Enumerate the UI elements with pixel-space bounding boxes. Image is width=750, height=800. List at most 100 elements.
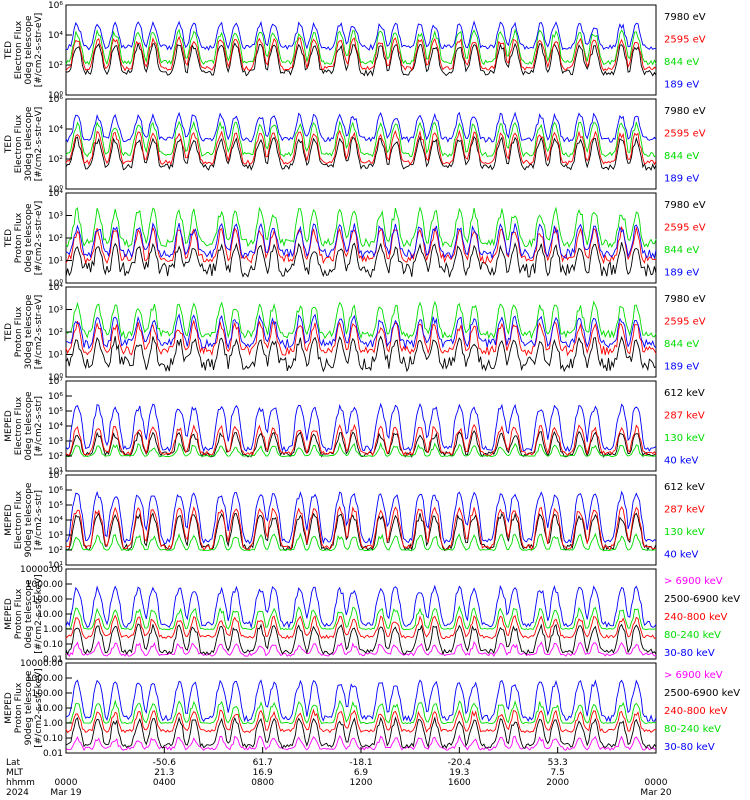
y-tick-label: 10³ — [48, 437, 63, 447]
legend-entry: 7980 eV — [664, 106, 706, 117]
series-line — [65, 300, 657, 340]
series-line — [65, 605, 657, 631]
legend-entry: 287 keV — [664, 505, 705, 516]
legend-entry: 240-800 keV — [664, 706, 728, 717]
x-tick-label: -20.4 — [448, 758, 472, 768]
x-tick-label: 21.3 — [154, 768, 174, 778]
y-axis-label-line: [#/cm2-s-str-keV] — [34, 668, 44, 747]
y-axis-label-line: TED — [4, 135, 14, 154]
y-tick-label: 0.10 — [43, 734, 63, 744]
y-tick-label: 10⁴ — [48, 422, 63, 432]
series-line — [65, 35, 657, 72]
y-axis-label-line: 90deg telescope — [24, 482, 34, 557]
x-tick-label: 16.9 — [253, 768, 273, 778]
x-tick-label: 61.7 — [253, 758, 273, 768]
panel-frame — [65, 4, 657, 96]
y-tick-label: 10² — [48, 234, 63, 244]
y-tick-label: 10³ — [48, 531, 63, 541]
legend-entry: 844 eV — [664, 339, 699, 350]
y-axis-label-line: Proton Flux — [14, 306, 24, 357]
y-axis-label-line: 90deg telescope — [24, 670, 34, 745]
y-tick-label: 10⁰ — [48, 279, 63, 289]
x-tick-label: 1200 — [350, 778, 373, 788]
legend-entry: 2595 eV — [664, 35, 706, 46]
x-axis-row-label: hhmm — [6, 778, 35, 788]
y-tick-label: 10² — [48, 546, 63, 556]
y-tick-label: 1000.00 — [26, 674, 63, 684]
series-line — [65, 111, 657, 144]
series-line — [65, 699, 657, 725]
y-tick-label: 100.00 — [32, 689, 64, 699]
y-tick-label: 10⁰ — [48, 91, 63, 101]
series-line — [65, 319, 657, 357]
legend-entry: 7980 eV — [664, 294, 706, 305]
series-line — [65, 225, 657, 265]
x-tick-label: 19.3 — [449, 768, 469, 778]
series-line — [65, 512, 657, 552]
legend-entry: 2500-6900 keV — [664, 594, 740, 605]
y-tick-label: 10¹ — [48, 257, 63, 267]
y-tick-label: 10⁴ — [48, 516, 63, 526]
series-line — [65, 614, 657, 640]
y-tick-label: 10³ — [48, 306, 63, 316]
legend-entry: 30-80 keV — [664, 648, 715, 659]
legend-entry: 40 keV — [664, 550, 698, 561]
y-axis-label-line: MEPED — [4, 692, 14, 724]
x-tick-label: -50.6 — [153, 758, 177, 768]
y-axis-label-line: 0deg telescope — [24, 15, 34, 85]
series-line — [65, 441, 657, 458]
y-tick-label: 10² — [48, 61, 63, 71]
y-axis-label-line: MEPED — [4, 504, 14, 536]
y-axis-label-line: 0deg telescope — [24, 391, 34, 461]
y-tick-label: 10¹ — [48, 561, 63, 571]
series-line — [65, 402, 657, 453]
y-axis-label-line: [#/cm2-s-str-eV] — [34, 13, 44, 88]
series-line — [65, 716, 657, 750]
y-axis-label-line: Electron Flux — [14, 490, 24, 549]
y-tick-label: 0.01 — [43, 749, 63, 759]
legend-entry: 2500-6900 keV — [664, 688, 740, 699]
x-tick-label: 53.3 — [548, 758, 568, 768]
y-tick-label: 10⁴ — [48, 189, 63, 199]
y-tick-label: 1.00 — [43, 719, 63, 729]
y-tick-label: 1000.00 — [26, 580, 63, 590]
y-tick-label: 10² — [48, 155, 63, 165]
y-tick-label: 10⁵ — [48, 407, 63, 417]
y-axis-label-line: Electron Flux — [14, 20, 24, 79]
legend-entry: 40 keV — [664, 456, 698, 467]
x-tick-label: 0400 — [153, 778, 176, 788]
legend-entry: 7980 eV — [664, 12, 706, 23]
series-line — [65, 206, 657, 249]
series-line — [65, 623, 657, 656]
x-tick-label: 0000 — [55, 778, 78, 788]
y-axis-label-line: MEPED — [4, 410, 14, 442]
y-tick-label: 10⁴ — [48, 31, 63, 41]
series-line — [65, 129, 657, 166]
series-line — [65, 335, 657, 373]
legend-entry: 844 eV — [664, 245, 699, 256]
x-tick-label: Mar 19 — [50, 788, 82, 798]
y-axis-label-line: [#/cm2-s-str-eV] — [34, 107, 44, 182]
y-tick-label: 10² — [48, 452, 63, 462]
y-tick-label: 10⁶ — [48, 486, 63, 496]
y-axis-label-line: 30deg telescope — [24, 294, 34, 369]
x-tick-label: -18.1 — [349, 758, 372, 768]
x-tick-label: 2000 — [546, 778, 569, 788]
x-tick-label: 6.9 — [354, 768, 369, 778]
y-tick-label: 10⁷ — [48, 471, 63, 481]
y-axis-label-line: Proton Flux — [14, 588, 24, 639]
y-tick-label: 10.00 — [37, 610, 63, 620]
series-line — [65, 42, 657, 77]
panel-frame — [65, 98, 657, 190]
y-tick-label: 10⁰ — [48, 185, 63, 195]
legend-entry: 2595 eV — [664, 129, 706, 140]
y-axis-label-line: Electron Flux — [14, 396, 24, 455]
y-tick-label: 10⁶ — [48, 1, 63, 11]
y-tick-label: 10000.00 — [20, 565, 63, 575]
legend-entry: 612 keV — [664, 482, 705, 493]
y-tick-label: 10⁶ — [48, 95, 63, 105]
y-tick-label: 10⁰ — [48, 373, 63, 383]
x-axis-row-label: Lat — [6, 758, 21, 768]
